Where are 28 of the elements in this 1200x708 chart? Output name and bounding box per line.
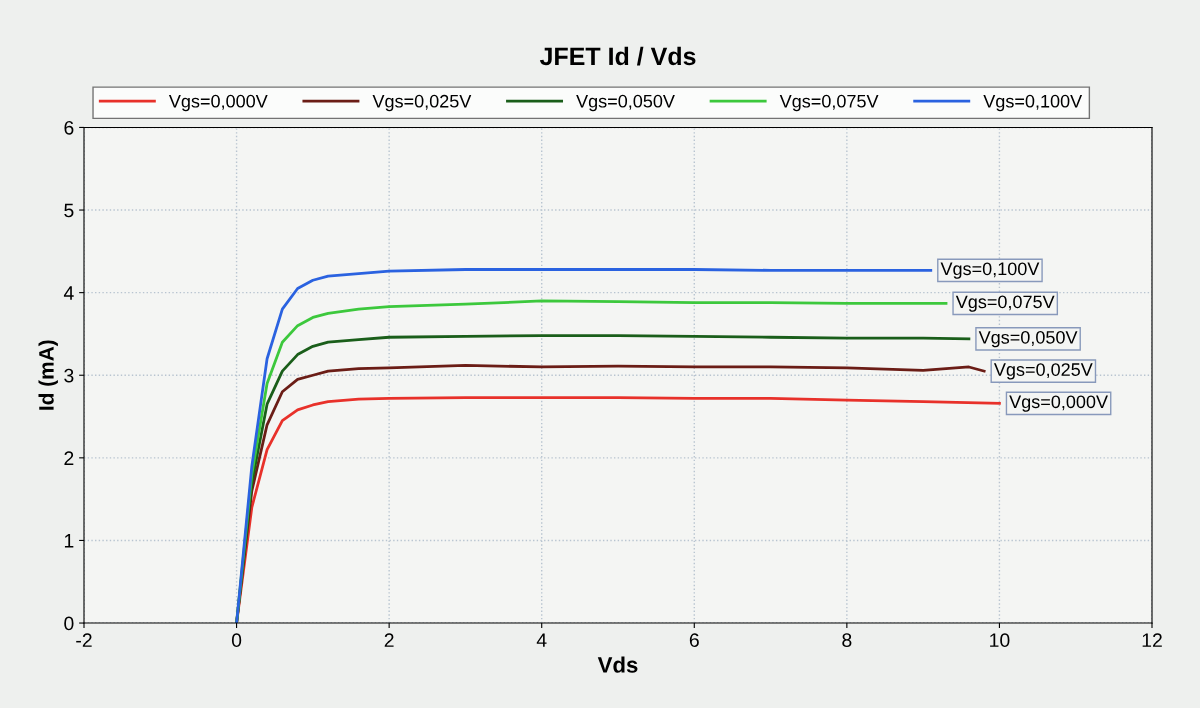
x-tick-label: 4 [536, 633, 547, 647]
legend-label: Vgs=0,050V [576, 94, 675, 112]
y-tick-label: 6 [64, 120, 74, 135]
legend-label: Vgs=0,075V [779, 94, 879, 112]
y-axis-title: Id (mA) [38, 340, 58, 410]
y-tick-label: 0 [64, 616, 74, 631]
x-tick-label: 2 [384, 633, 394, 647]
annotation: Vgs=0,100V [940, 262, 1040, 279]
x-tick-label: 12 [1142, 633, 1162, 647]
y-tick-label: 3 [64, 368, 74, 383]
x-axis-title: Vds [597, 656, 638, 673]
chart-title: JFET Id / Vds [539, 46, 696, 66]
legend-label: Vgs=0,000V [168, 94, 268, 112]
x-tick-label: 10 [990, 633, 1010, 648]
x-tick-label: 8 [842, 633, 852, 648]
annotation: Vgs=0,075V [955, 295, 1055, 312]
annotation: Vgs=0,000V [1009, 395, 1108, 412]
x-tick-label: 0 [231, 633, 242, 648]
y-tick-label: 2 [64, 451, 74, 465]
legend-label: Vgs=0,025V [372, 94, 472, 112]
legend-label: Vgs=0,100V [983, 94, 1083, 112]
y-tick-label: 5 [64, 203, 74, 218]
x-tick-label: -2 [76, 633, 92, 647]
y-tick-label: 4 [63, 286, 74, 300]
annotation: Vgs=0,025V [993, 363, 1093, 380]
x-tick-label: 6 [689, 633, 699, 648]
annotation: Vgs=0,050V [978, 330, 1078, 348]
y-tick-label: 1 [64, 534, 74, 548]
